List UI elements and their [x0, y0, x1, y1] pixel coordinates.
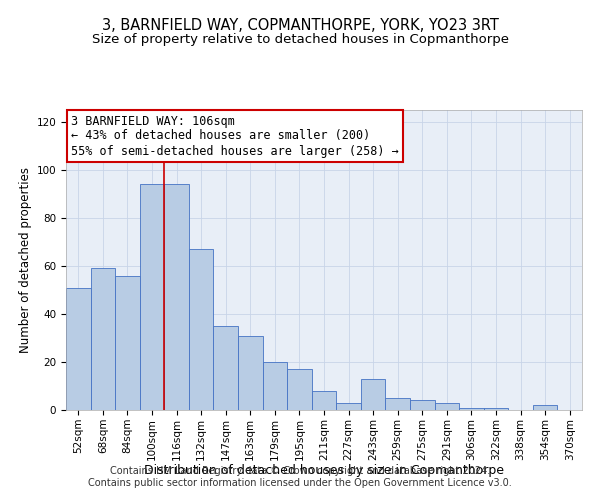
Bar: [263, 362, 287, 410]
Bar: [214, 326, 238, 410]
Bar: [189, 249, 214, 410]
Bar: [91, 268, 115, 410]
Bar: [140, 184, 164, 410]
Text: Contains HM Land Registry data © Crown copyright and database right 2024.
Contai: Contains HM Land Registry data © Crown c…: [88, 466, 512, 487]
Bar: [115, 276, 140, 410]
Y-axis label: Number of detached properties: Number of detached properties: [19, 167, 32, 353]
Bar: [336, 403, 361, 410]
Text: 3 BARNFIELD WAY: 106sqm
← 43% of detached houses are smaller (200)
55% of semi-d: 3 BARNFIELD WAY: 106sqm ← 43% of detache…: [71, 114, 399, 158]
Bar: [434, 403, 459, 410]
Bar: [287, 369, 312, 410]
Bar: [484, 408, 508, 410]
Bar: [238, 336, 263, 410]
Bar: [385, 398, 410, 410]
Bar: [533, 405, 557, 410]
Bar: [361, 379, 385, 410]
Bar: [164, 184, 189, 410]
X-axis label: Distribution of detached houses by size in Copmanthorpe: Distribution of detached houses by size …: [144, 464, 504, 477]
Bar: [459, 408, 484, 410]
Bar: [312, 391, 336, 410]
Bar: [410, 400, 434, 410]
Text: Size of property relative to detached houses in Copmanthorpe: Size of property relative to detached ho…: [91, 32, 509, 46]
Text: 3, BARNFIELD WAY, COPMANTHORPE, YORK, YO23 3RT: 3, BARNFIELD WAY, COPMANTHORPE, YORK, YO…: [101, 18, 499, 32]
Bar: [66, 288, 91, 410]
